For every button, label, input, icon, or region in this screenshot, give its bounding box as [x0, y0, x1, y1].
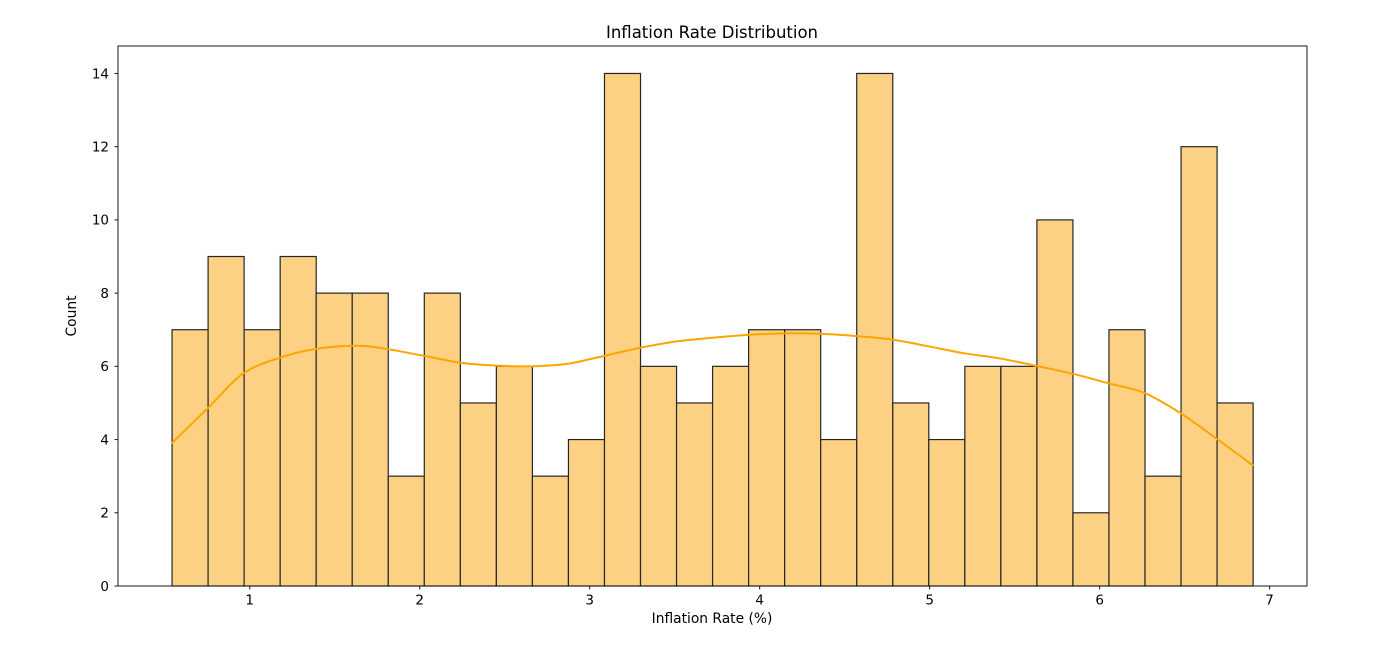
histogram-bar: [387, 475, 425, 587]
y-tick-label: 10: [92, 213, 109, 229]
y-axis-ticks: 0 2 4 6 8 10 12 14: [92, 66, 118, 595]
histogram-bar: [423, 292, 461, 587]
histogram-bar: [1072, 512, 1110, 587]
histogram-bar: [1180, 146, 1218, 587]
x-axis-ticks: 1 2 3 4 5 6 7: [245, 586, 1274, 609]
histogram-bar: [711, 365, 750, 587]
kde-curve: [171, 332, 1254, 467]
histogram-bar: [964, 365, 1002, 587]
y-tick-label: 6: [100, 359, 109, 375]
y-tick-label: 4: [100, 432, 109, 448]
histogram-bar: [207, 255, 245, 587]
histogram-bar: [1108, 329, 1146, 587]
histogram-bar: [459, 402, 497, 587]
histogram-bar: [243, 329, 281, 587]
histogram-bar: [171, 329, 209, 587]
histogram-bar: [892, 402, 930, 587]
histogram-bar: [928, 438, 966, 587]
histogram-bar: [1216, 402, 1254, 587]
histogram-bar: [531, 475, 570, 587]
histogram-bar: [639, 365, 678, 587]
y-tick-label: 2: [100, 506, 109, 522]
histogram-bar: [1036, 219, 1074, 587]
histogram-bar: [603, 72, 642, 587]
y-tick-label: 14: [92, 66, 109, 82]
y-tick-label: 8: [100, 286, 109, 302]
histogram-bars: [171, 72, 1254, 587]
histogram-bar: [856, 72, 894, 587]
y-tick-label: 12: [92, 139, 109, 155]
x-tick-label: 4: [755, 593, 764, 609]
x-tick-label: 5: [925, 593, 934, 609]
histogram-bar: [675, 402, 714, 587]
x-tick-label: 7: [1265, 593, 1274, 609]
histogram-bar: [315, 292, 353, 587]
chart-title: Inflation Rate Distribution: [606, 23, 818, 42]
y-axis-label: Count: [64, 295, 80, 337]
x-axis-label: Inflation Rate (%): [652, 611, 773, 627]
histogram-bar: [1000, 365, 1038, 587]
histogram-bar: [351, 292, 389, 587]
histogram-bar: [495, 365, 534, 587]
histogram-bar: [279, 255, 317, 587]
histogram-bar: [567, 438, 606, 587]
axes-spines: [117, 45, 1308, 587]
x-tick-label: 6: [1095, 593, 1104, 609]
histogram-bar: [784, 329, 822, 587]
histogram-bar: [820, 438, 858, 587]
x-tick-label: 1: [245, 593, 254, 609]
x-tick-label: 2: [415, 593, 424, 609]
y-tick-label: 0: [100, 579, 109, 595]
x-tick-label: 3: [585, 593, 594, 609]
histogram-bar: [1144, 475, 1182, 587]
histogram-bar: [748, 329, 786, 587]
